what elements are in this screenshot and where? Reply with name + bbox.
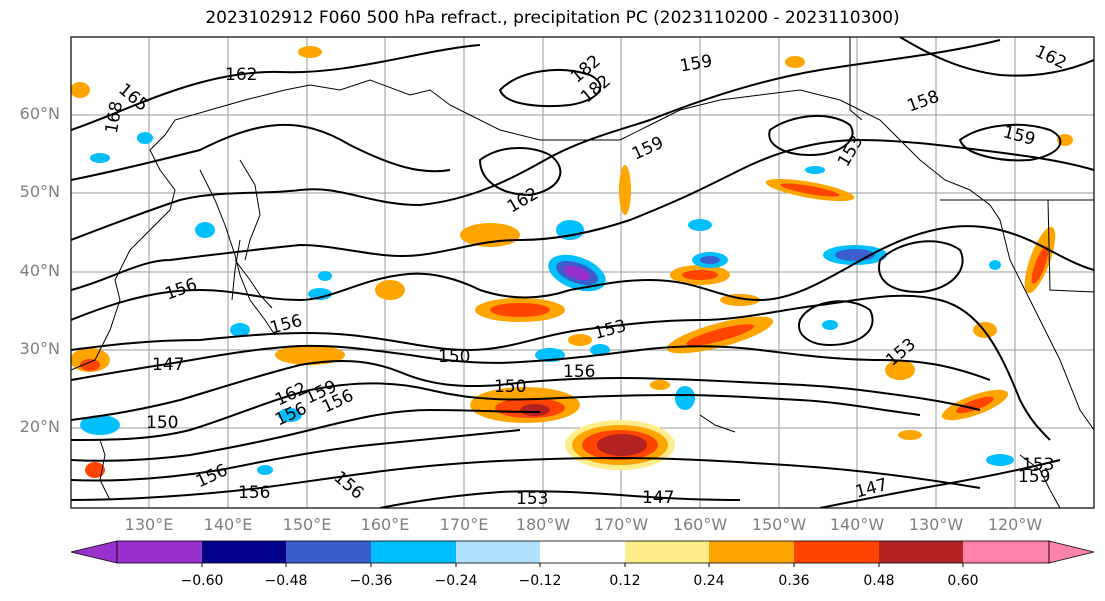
contour-label: 156 — [563, 362, 595, 382]
colorbar-tick-label: −0.12 — [518, 573, 562, 589]
colorbar — [70, 540, 1095, 567]
colorbar-tick-label: 0.48 — [863, 573, 895, 589]
colorbar-tick-label: 0.60 — [947, 573, 979, 589]
lon-label: 170°E — [439, 515, 489, 534]
map-title: 2023102912 F060 500 hPa refract., precip… — [205, 8, 900, 28]
colorbar-tick-label: 0.24 — [693, 573, 725, 589]
lon-label: 160°W — [672, 515, 728, 534]
contours — [71, 37, 1094, 508]
lon-label: 150°E — [282, 515, 332, 534]
lon-label: 140°W — [829, 515, 885, 534]
contour-label: 156 — [238, 483, 270, 503]
lat-label: 50°N — [19, 182, 60, 201]
contour-label: 153 — [1022, 455, 1054, 475]
lon-label: 160°E — [360, 515, 410, 534]
colorbar-tick-label: −0.24 — [434, 573, 478, 589]
lon-label: 120°W — [987, 515, 1043, 534]
lon-label: 140°E — [203, 515, 253, 534]
contour-label: 147 — [152, 355, 184, 375]
colorbar-tick-label: −0.48 — [264, 573, 308, 589]
lon-label: 150°W — [751, 515, 807, 534]
colorbar-tick-label: 0.12 — [609, 573, 641, 589]
contour-label: 150 — [494, 377, 526, 397]
contour-label: 153 — [516, 489, 548, 509]
lon-label: 170°W — [593, 515, 649, 534]
contour-label: 162 — [225, 65, 257, 85]
lon-label: 130°W — [908, 515, 964, 534]
contour-label: 150 — [438, 347, 470, 367]
lat-label: 60°N — [19, 104, 60, 123]
contour-label: 147 — [642, 488, 674, 508]
contour-label: 159 — [1018, 467, 1050, 487]
lon-label: 180°W — [515, 515, 571, 534]
colorbar-tick-label: −0.36 — [349, 573, 393, 589]
contour-label: 150 — [146, 413, 178, 433]
lat-label: 30°N — [19, 339, 60, 358]
lat-label: 40°N — [19, 261, 60, 280]
colorbar-tick-label: 0.36 — [778, 573, 810, 589]
colorbar-tick-label: −0.60 — [180, 573, 224, 589]
lat-label: 20°N — [19, 417, 60, 436]
lon-label: 130°E — [124, 515, 174, 534]
coastlines — [71, 37, 1094, 508]
